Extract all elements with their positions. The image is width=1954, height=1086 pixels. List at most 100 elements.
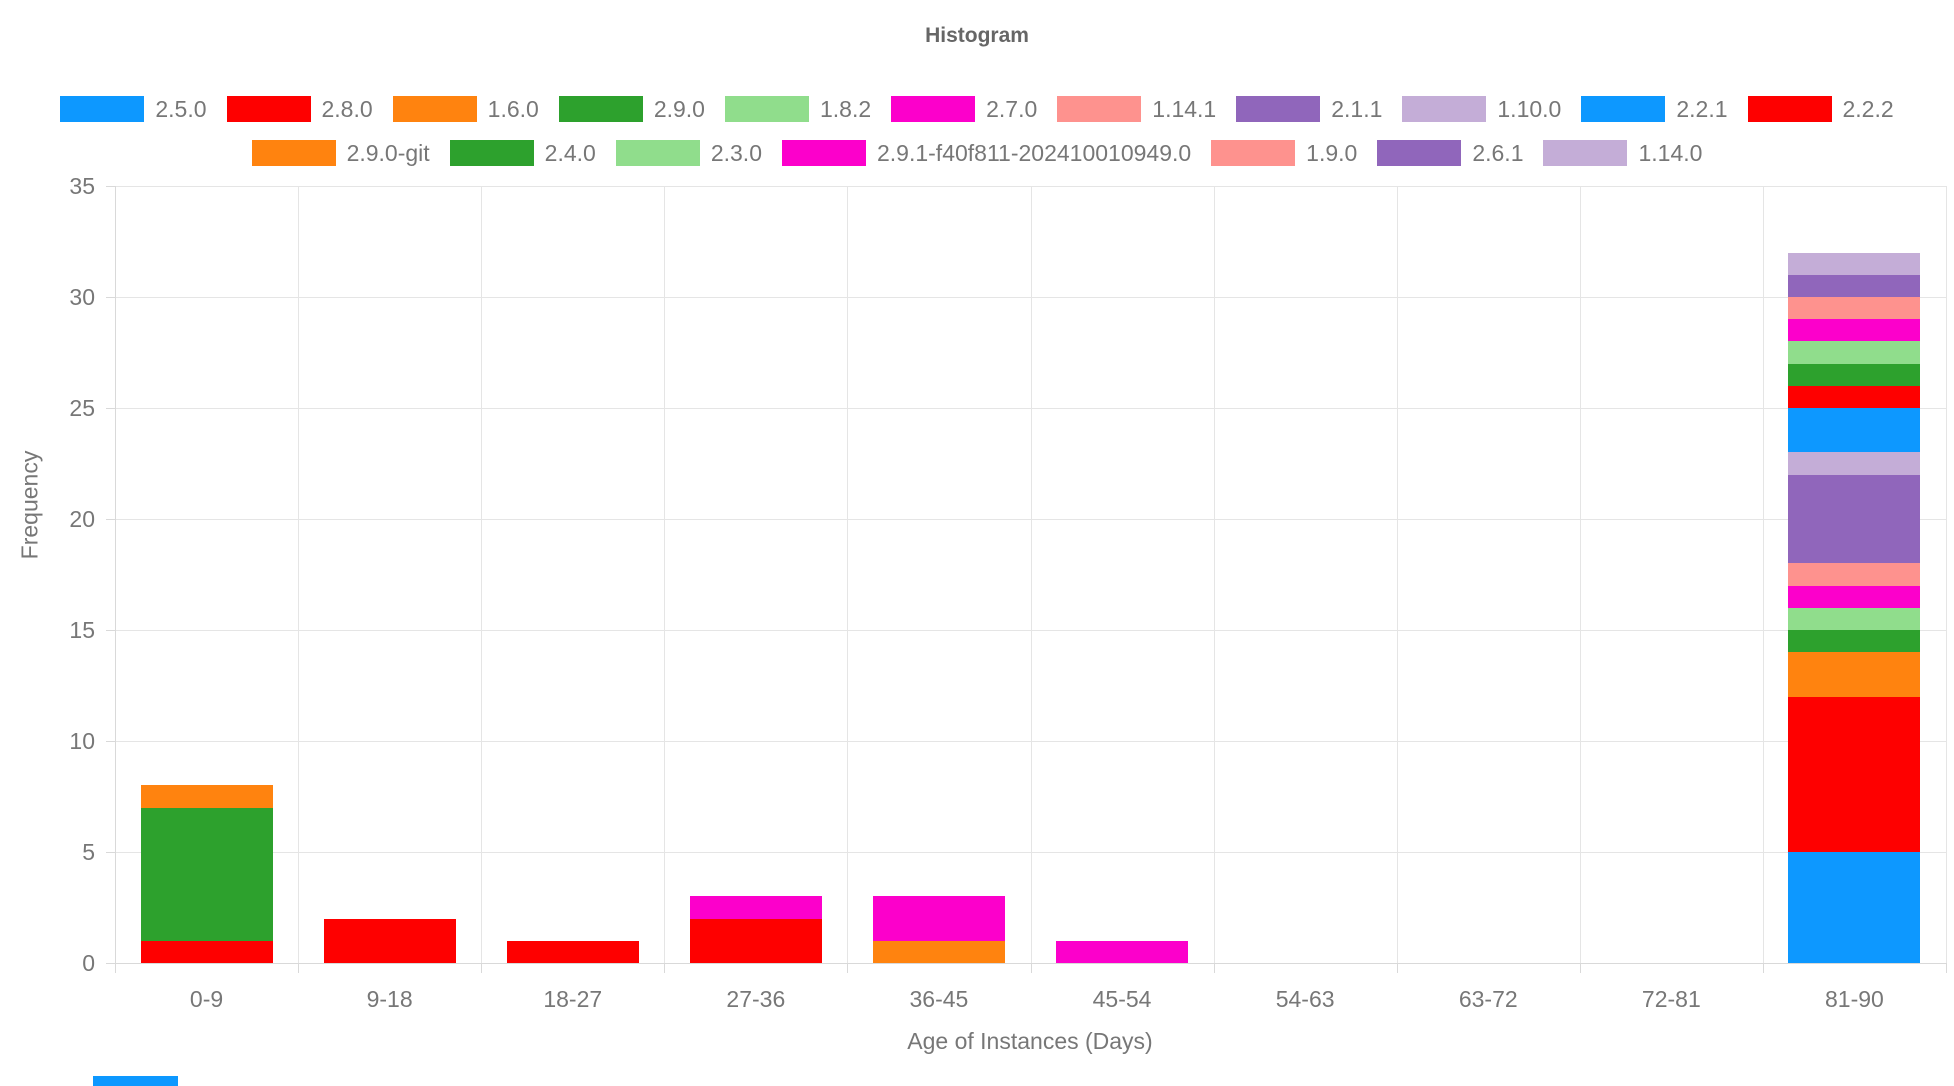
x-tick-0 [115, 963, 116, 973]
legend-swatch [1211, 140, 1296, 166]
gridline-x-0 [115, 186, 116, 963]
x-tick-2 [481, 963, 483, 973]
bar-segment-81-90-1.14.1[interactable] [1788, 563, 1921, 586]
bar-segment-81-90-2.6.1[interactable] [1788, 274, 1921, 297]
x-tick-6 [1213, 963, 1215, 973]
chart-title: Histogram [925, 24, 1029, 47]
bar-segment-81-90-2.1.1[interactable] [1788, 474, 1921, 564]
y-tick-15 [106, 630, 115, 631]
legend-item-2.6.1[interactable]: 2.6.1 [1377, 140, 1523, 166]
legend-swatch [1057, 96, 1142, 122]
x-tick-1 [298, 963, 300, 973]
bar-segment-81-90-1.6.0[interactable] [1788, 652, 1921, 697]
legend-label: 2.2.2 [1842, 96, 1894, 122]
legend-item-2.9.0[interactable]: 2.9.0 [558, 96, 705, 122]
legend-item-2.4.0[interactable]: 2.4.0 [449, 140, 596, 166]
x-tick-7 [1396, 963, 1398, 973]
legend-item-1.6.0[interactable]: 1.6.0 [392, 96, 539, 122]
legend-item-2.2.2[interactable]: 2.2.2 [1747, 96, 1894, 122]
legend-swatch [1747, 96, 1832, 122]
legend-item-2.9.1-f40f811-202410010949.0[interactable]: 2.9.1-f40f811-202410010949.0 [781, 140, 1192, 166]
bar-segment-81-90-1.9.0[interactable] [1788, 297, 1921, 320]
bar-segment-81-90-1.14.0[interactable] [1788, 252, 1921, 275]
legend-label: 1.14.1 [1152, 96, 1217, 122]
cutoff-element-bottom-left [93, 1076, 178, 1086]
legend-item-2.7.0[interactable]: 2.7.0 [891, 96, 1037, 122]
x-axis-title: Age of Instances (Days) [907, 1028, 1153, 1054]
legend-label: 2.7.0 [986, 96, 1038, 122]
bar-segment-81-90-2.7.0[interactable] [1788, 585, 1921, 608]
x-tick-9 [1762, 963, 1764, 973]
legend-label: 2.1.1 [1331, 96, 1383, 122]
legend-label: 2.5.0 [155, 96, 207, 122]
bar-segment-0-9-2.9.0[interactable] [140, 807, 273, 941]
bar-segment-81-90-2.5.0[interactable] [1788, 852, 1921, 963]
bar-segment-81-90-1.8.2[interactable] [1788, 607, 1921, 630]
bar-segment-81-90-2.8.0[interactable] [1788, 696, 1921, 852]
legend-label: 1.6.0 [487, 96, 539, 122]
gridline-x-9 [1762, 186, 1764, 963]
gridline-x-8 [1579, 186, 1581, 963]
bar-segment-27-36-2.7.0[interactable] [689, 896, 822, 919]
x-tick-label-18-27: 18-27 [543, 986, 603, 1012]
legend-swatch [1236, 96, 1321, 122]
legend-swatch [1402, 96, 1487, 122]
legend-item-1.10.0[interactable]: 1.10.0 [1402, 96, 1561, 122]
bar-segment-81-90-2.3.0[interactable] [1788, 341, 1921, 364]
bar-segment-0-9-2.8.0[interactable] [140, 940, 273, 963]
x-tick-label-63-72: 63-72 [1458, 986, 1518, 1012]
gridline-x-1 [298, 186, 300, 963]
x-tick-label-54-63: 54-63 [1275, 986, 1335, 1012]
legend-swatch [1543, 140, 1628, 166]
bar-segment-81-90-2.2.1[interactable] [1788, 408, 1921, 453]
legend-label: 1.8.2 [819, 96, 872, 122]
legend-item-2.5.0[interactable]: 2.5.0 [60, 96, 207, 122]
legend-label: 2.9.1-f40f811-202410010949.0 [876, 140, 1192, 166]
legend-item-2.1.1[interactable]: 2.1.1 [1236, 96, 1382, 122]
legend-item-2.9.0-git[interactable]: 2.9.0-git [251, 140, 430, 166]
bar-segment-0-9-2.9.0-git[interactable] [140, 785, 273, 808]
legend-item-1.14.0[interactable]: 1.14.0 [1543, 140, 1702, 166]
legend-item-2.2.1[interactable]: 2.2.1 [1581, 96, 1728, 122]
gridline-x-10 [1946, 186, 1947, 963]
bar-segment-81-90-2.2.2[interactable] [1788, 385, 1921, 408]
legend-swatch [891, 96, 976, 122]
y-tick-label-35: 35 [69, 173, 95, 199]
x-tick-8 [1579, 963, 1581, 973]
legend-swatch [449, 140, 534, 166]
legend-swatch [558, 96, 643, 122]
y-axis-title: Frequency [16, 450, 43, 560]
bar-segment-81-90-1.10.0[interactable] [1788, 452, 1921, 475]
x-tick-10 [1946, 963, 1947, 973]
y-tick-5 [106, 852, 115, 853]
legend-item-1.8.2[interactable]: 1.8.2 [724, 96, 872, 122]
gridline-x-4 [847, 186, 849, 963]
legend-item-1.9.0[interactable]: 1.9.0 [1211, 140, 1357, 166]
legend-swatch [251, 140, 336, 166]
legend-item-1.14.1[interactable]: 1.14.1 [1057, 96, 1216, 122]
legend-label: 2.4.0 [544, 140, 596, 166]
bar-segment-81-90-2.4.0[interactable] [1788, 363, 1921, 386]
legend-item-2.3.0[interactable]: 2.3.0 [615, 140, 762, 166]
y-tick-10 [106, 741, 115, 742]
x-tick-label-27-36: 27-36 [726, 986, 786, 1012]
bar-segment-27-36-2.8.0[interactable] [689, 918, 822, 963]
bar-segment-45-54-2.7.0[interactable] [1056, 940, 1189, 963]
bar-segment-36-45-2.7.0[interactable] [872, 896, 1005, 941]
y-tick-label-5: 5 [82, 839, 95, 865]
x-tick-label-72-81: 72-81 [1641, 986, 1701, 1012]
bar-segment-9-18-2.8.0[interactable] [323, 918, 456, 963]
legend-item-2.8.0[interactable]: 2.8.0 [226, 96, 373, 122]
x-tick-label-45-54: 45-54 [1092, 986, 1152, 1012]
x-tick-label-0-9: 0-9 [189, 986, 224, 1012]
y-tick-20 [106, 519, 115, 520]
gridline-x-7 [1396, 186, 1398, 963]
bar-segment-36-45-1.6.0[interactable] [872, 940, 1005, 963]
x-tick-label-9-18: 9-18 [366, 986, 413, 1012]
gridline-x-5 [1030, 186, 1032, 963]
bar-segment-81-90-2.9.0[interactable] [1788, 630, 1921, 653]
legend-swatch [392, 96, 477, 122]
legend-label: 2.3.0 [710, 140, 762, 166]
bar-segment-18-27-2.8.0[interactable] [506, 940, 639, 963]
bar-segment-81-90-2.9.1-f40f811-202410010949.0[interactable] [1788, 319, 1921, 342]
